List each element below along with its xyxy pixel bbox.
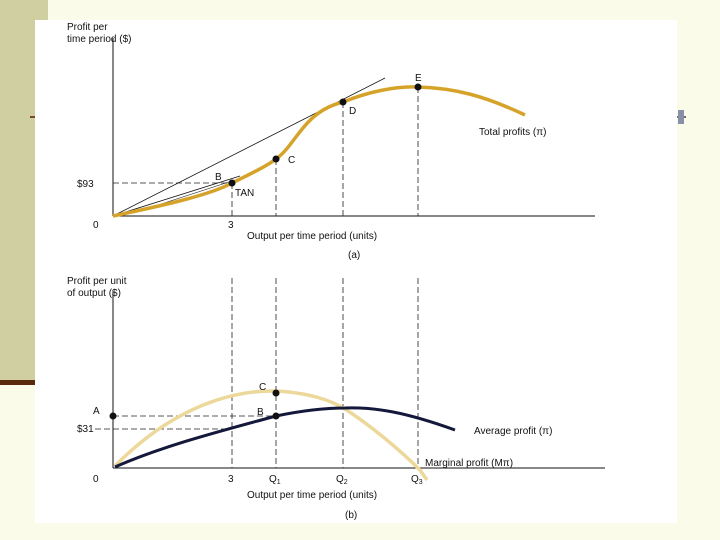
panel-a-tick-0: 0: [93, 220, 99, 231]
panel-a-ylabel-line2: time period ($): [67, 34, 131, 45]
panel-b-tick-q2: Q2: [336, 474, 348, 486]
panel-a-tick-3: 3: [228, 220, 234, 231]
panel-b-tick-31: $31: [77, 424, 94, 435]
total-profits-label: Total profits (π): [479, 127, 546, 138]
panel-b-point-b-label: B: [257, 407, 264, 418]
panel-a-point-c-dot: [272, 155, 280, 163]
panel-b-xlabel: Output per time period (units): [247, 490, 377, 501]
panel-a-ray-short: [154, 179, 236, 207]
panel-a-point-c-label: C: [288, 155, 295, 166]
panel-b-tick-0: 0: [93, 474, 99, 485]
panel-a-caption: (a): [348, 250, 360, 261]
total-profits-curve: [112, 85, 526, 218]
average-profit-label: Average profit (π): [474, 426, 552, 437]
slide-right-tab: [678, 110, 684, 124]
panel-a-xlabel: Output per time period (units): [247, 231, 377, 242]
panel-a-point-b-label: B: [215, 172, 222, 183]
panel-a-point-b-dot: [228, 179, 236, 187]
marginal-profit-curve: [113, 389, 429, 482]
panel-b-ylabel-line2: of output ($): [67, 288, 121, 299]
panel-b-point-a-dot: [109, 412, 117, 420]
panel-a-point-e-label: E: [415, 73, 422, 84]
panel-a-point-d-label: D: [349, 106, 356, 117]
panel-b-tick-q3: Q3: [411, 474, 423, 486]
slide-left-bar-accent: [0, 380, 48, 385]
panel-b-tick-3: 3: [228, 474, 234, 485]
average-profit-curve: [114, 406, 456, 469]
panel-a-ylabel-line1: Profit per: [67, 22, 108, 33]
panel-b-point-c-label: C: [259, 382, 266, 393]
panel-b-point-b-dot: [272, 412, 280, 420]
figure-panel: Profit per time period ($) B C: [35, 20, 677, 523]
panel-a-tick-93: $93: [77, 179, 94, 190]
panel-b-ylabel-line1: Profit per unit: [67, 276, 127, 287]
panel-b-point-c-dot: [272, 389, 280, 397]
panel-b-caption: (b): [345, 510, 357, 521]
panel-a-ray-secant: [112, 175, 241, 217]
profit-figure: Profit per time period ($) B C: [67, 22, 605, 521]
panel-a-point-d-dot: [339, 98, 347, 106]
panel-b: Profit per unit of output ($) A B C: [67, 276, 605, 521]
panel-a-tan-label: TAN: [235, 188, 254, 199]
panel-a: Profit per time period ($) B C: [67, 22, 595, 261]
panel-b-point-a-label: A: [93, 406, 100, 417]
panel-b-tick-q1: Q1: [269, 474, 281, 486]
panel-a-point-e-dot: [414, 83, 422, 91]
marginal-profit-label: Marginal profit (Mπ): [425, 458, 513, 469]
